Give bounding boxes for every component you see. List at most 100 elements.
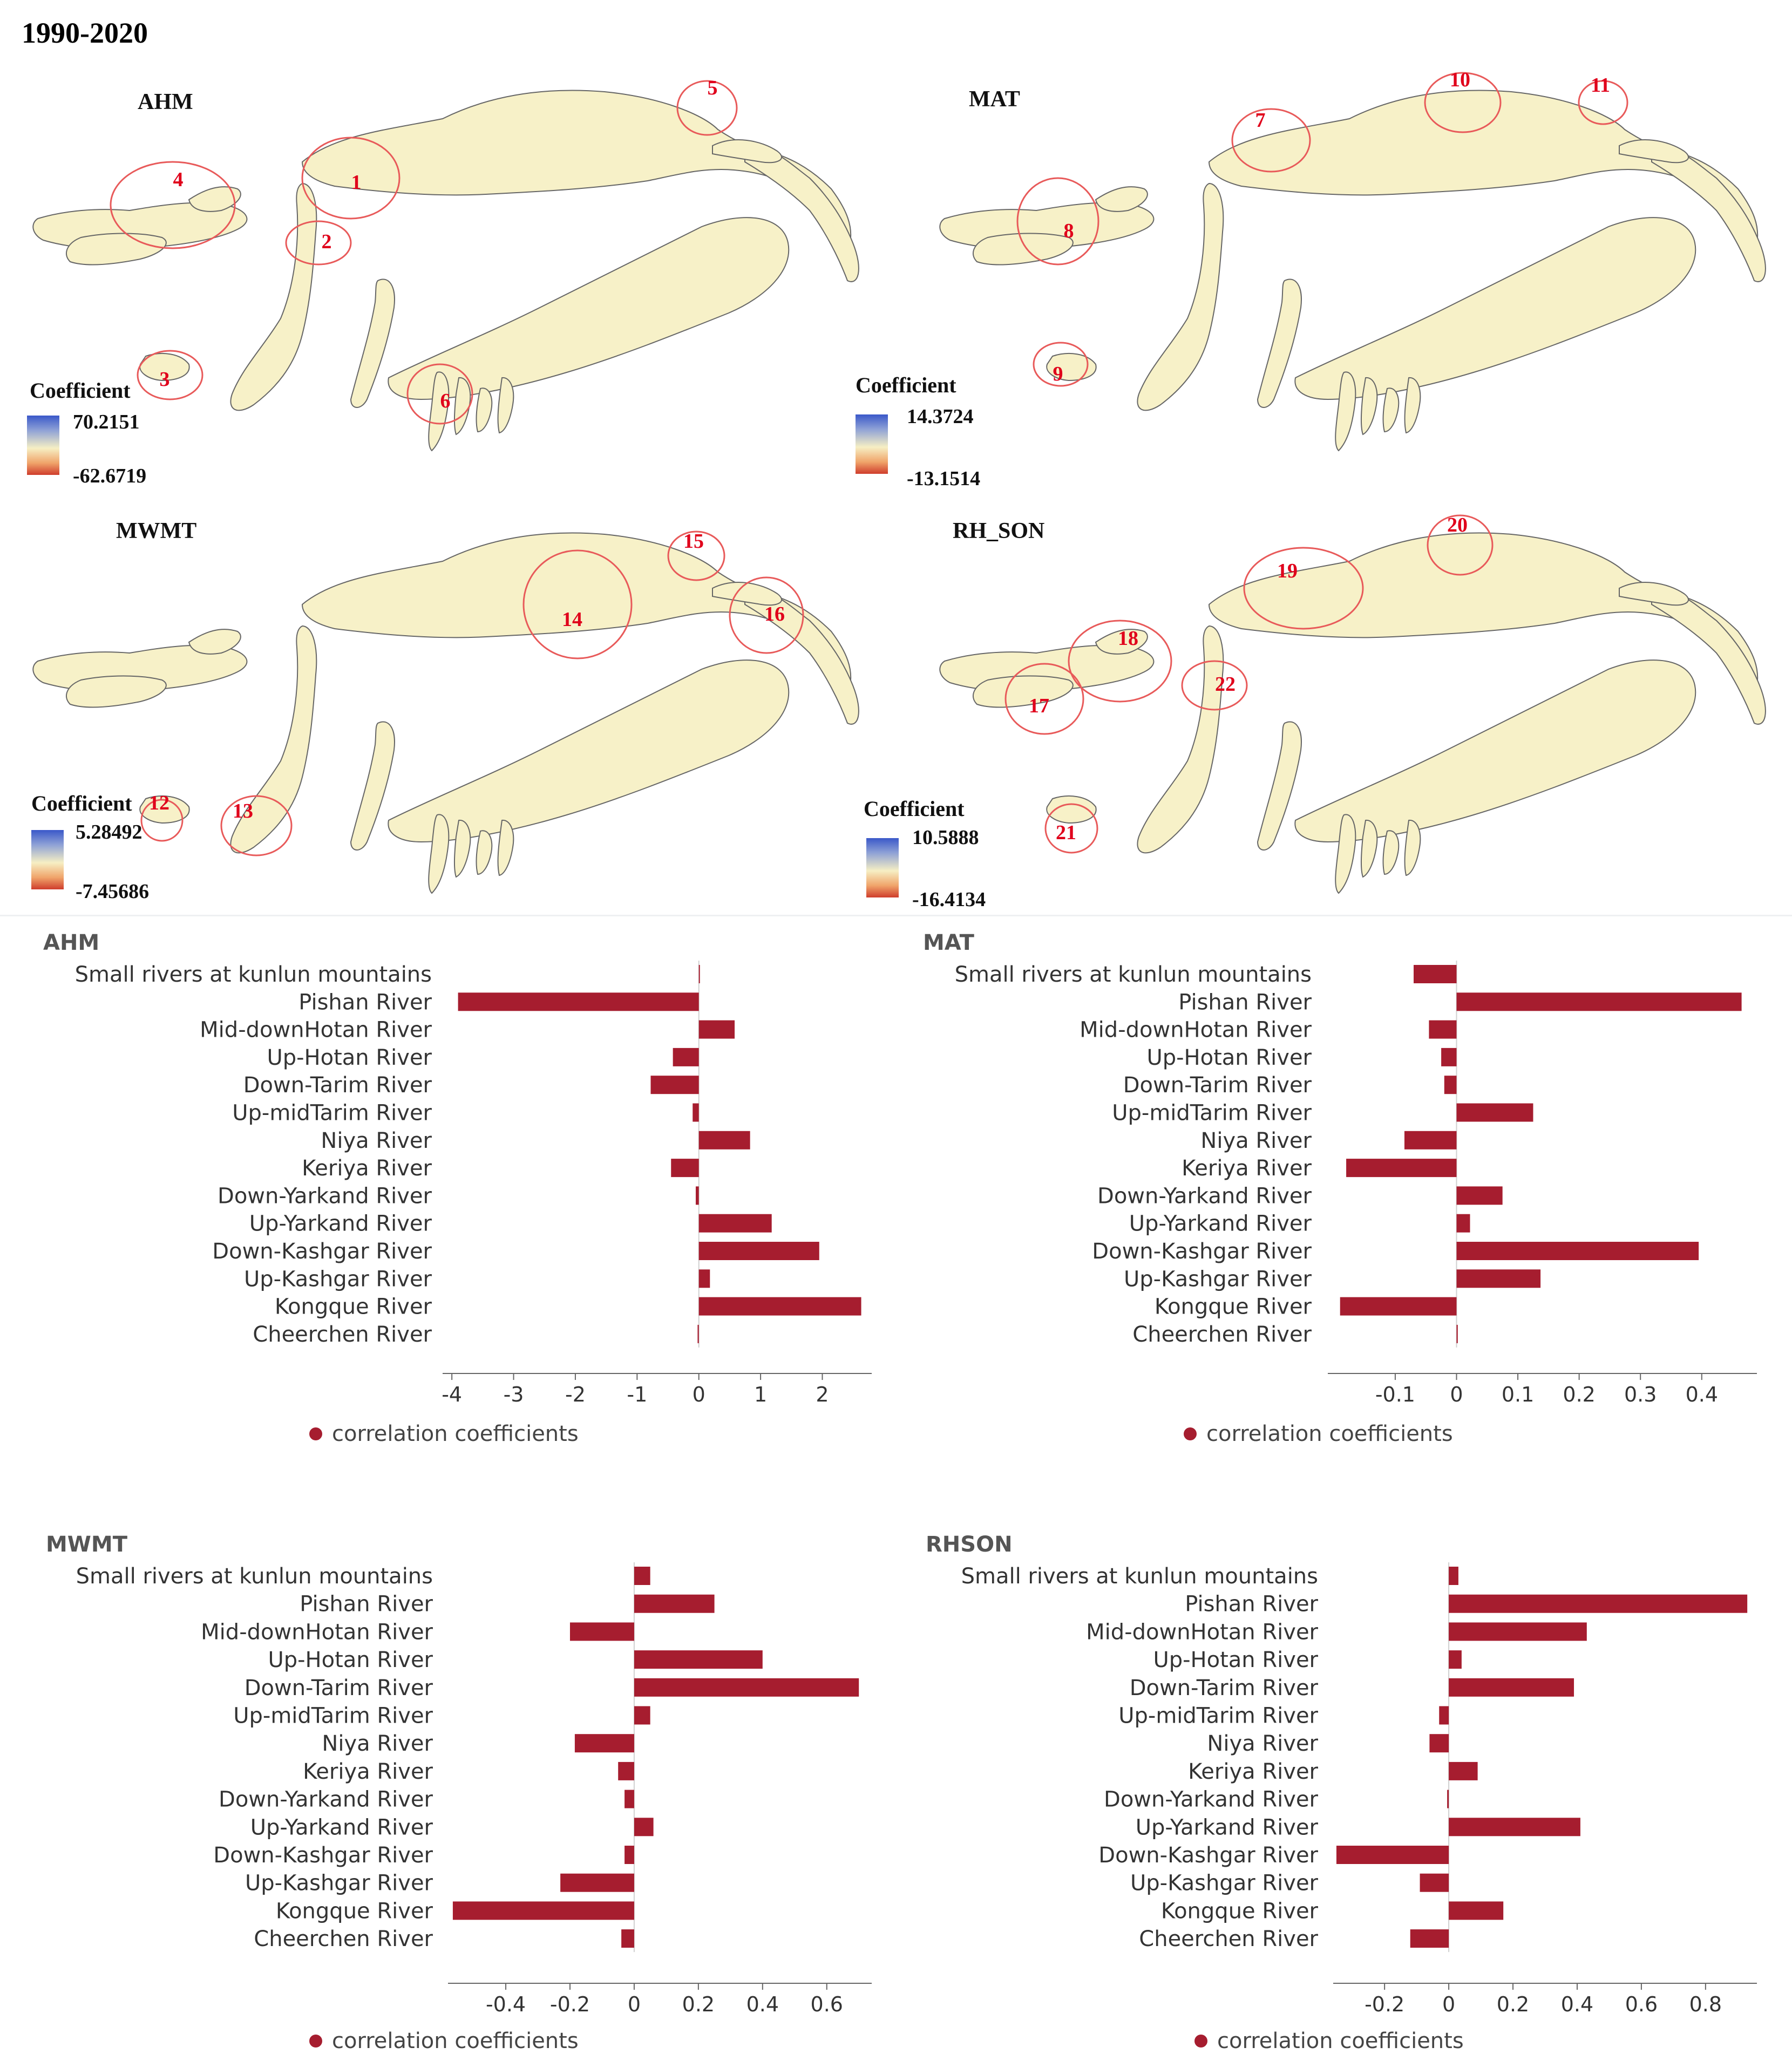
river-basin	[230, 625, 317, 854]
bar	[621, 1929, 634, 1948]
category-label: Kongque River	[1161, 1899, 1319, 1923]
map-title: AHM	[138, 90, 193, 114]
river-basin	[388, 659, 790, 843]
bar-chart-ahm: AHM Small rivers at kunlun mountains Pisha…	[43, 930, 872, 1446]
category-label: Pishan River	[300, 1592, 433, 1617]
bar	[1340, 1297, 1457, 1316]
x-tick-label: -1	[627, 1383, 647, 1406]
x-tick-label: -0.2	[550, 1992, 590, 2016]
legend-min: -16.4134	[912, 888, 986, 911]
bar	[634, 1818, 654, 1836]
river-basin	[453, 377, 471, 436]
river-basin	[1137, 182, 1224, 411]
legend-marker	[1194, 2035, 1207, 2048]
category-label: Mid-downHotan River	[1080, 1018, 1312, 1043]
color-ramp	[27, 416, 59, 475]
bar	[693, 1103, 699, 1122]
highlight-markers: 1 2 3 4 5 6	[110, 77, 738, 425]
bar	[1414, 965, 1457, 983]
x-tick-label: 0.3	[1624, 1383, 1657, 1406]
category-label: Down-Kashgar River	[212, 1239, 432, 1264]
marker-13: 13	[220, 795, 293, 856]
marker-22: 22	[1181, 660, 1248, 711]
category-label: Up-Hotan River	[268, 1648, 433, 1672]
category-label: Up-Yarkand River	[1136, 1815, 1319, 1840]
category-label: Up-midTarim River	[1118, 1704, 1318, 1729]
category-label: Mid-downHotan River	[1086, 1620, 1318, 1644]
legend-label: correlation coefficients	[1217, 2029, 1464, 2051]
chart-mwmt: MWMT Small rivers at kunlun mountains Pish…	[16, 1489, 891, 2053]
category-label: Cheerchen River	[1139, 1927, 1318, 1951]
bar	[452, 1901, 634, 1920]
bar	[634, 1594, 715, 1613]
marker-label: 11	[1591, 74, 1610, 97]
bar	[1404, 1131, 1457, 1149]
figure-title: 1990-2020	[22, 17, 148, 49]
river-basin	[350, 278, 395, 408]
bar	[1410, 1929, 1449, 1948]
x-tick-label: 1	[754, 1383, 767, 1406]
bar	[1449, 1650, 1462, 1669]
bar	[673, 1047, 699, 1066]
river-basin	[1257, 721, 1302, 851]
basin-outlines	[32, 90, 859, 452]
bar	[1346, 1159, 1457, 1178]
marker-label: 4	[173, 168, 184, 191]
category-label: Down-Yarkand River	[219, 1787, 433, 1812]
map-panel-mat: 7 8 9 10 11 MAT Coefficient 14.3724 -13.1514	[856, 54, 1792, 490]
bar	[1447, 1790, 1449, 1808]
bar	[698, 1131, 750, 1149]
bar-chart-rhson: RHSON Small rivers at kunlun mountains Pis…	[926, 1532, 1757, 2053]
category-label: Up-midTarim River	[1112, 1101, 1312, 1126]
legend-label: correlation coefficients	[332, 1421, 579, 1446]
x-tick-label: 2	[816, 1383, 829, 1406]
bar	[1449, 1901, 1504, 1920]
marker-10: 10	[1424, 69, 1502, 133]
marker-label: 12	[149, 792, 169, 814]
map-title: RH_SON	[953, 519, 1045, 543]
category-label: Niya River	[322, 1731, 433, 1756]
bar	[634, 1678, 859, 1697]
legend-marker	[309, 1427, 322, 1440]
bar	[1429, 1734, 1449, 1753]
legend-title: Coefficient	[31, 791, 132, 815]
marker-15: 15	[667, 530, 725, 581]
bar	[634, 1567, 650, 1585]
legend-max: 70.2151	[73, 411, 140, 433]
marker-19: 19	[1243, 547, 1364, 630]
bar	[1449, 1678, 1574, 1697]
x-tick-label: -0.4	[486, 1992, 526, 2016]
legend-title: Coefficient	[856, 373, 956, 397]
river-basin	[453, 819, 471, 878]
bar	[458, 992, 699, 1011]
category-label: Kongque River	[1155, 1295, 1312, 1319]
category-label: Keriya River	[302, 1156, 432, 1181]
x-tick-label: -0.1	[1375, 1383, 1415, 1406]
river-basin	[388, 217, 790, 400]
river-basin	[188, 186, 241, 212]
legend-marker	[309, 2035, 322, 2048]
bar	[697, 1324, 699, 1343]
marker-label: 9	[1053, 363, 1063, 385]
bar	[634, 1706, 650, 1725]
bar	[618, 1761, 634, 1780]
x-tick-label: -0.2	[1365, 1992, 1404, 2016]
x-tick-label: 0.4	[1561, 1992, 1593, 2016]
category-label: Up-Yarkand River	[1129, 1212, 1312, 1236]
bar	[1456, 1324, 1458, 1343]
x-tick-label: 0	[1442, 1992, 1455, 2016]
category-label: Up-midTarim River	[233, 1704, 433, 1729]
marker-8: 8	[1016, 177, 1099, 266]
bar	[650, 1076, 699, 1094]
chart-title: RHSON	[926, 1532, 1013, 1557]
river-basin	[1382, 830, 1400, 875]
category-label: Up-Yarkand River	[250, 1815, 433, 1840]
bar	[1456, 1214, 1470, 1233]
legend-label: correlation coefficients	[332, 2029, 579, 2051]
category-label: Up-Kashgar River	[244, 1267, 432, 1291]
x-tick-label: 0.6	[1625, 1992, 1658, 2016]
category-label: Down-Yarkand River	[218, 1183, 432, 1208]
map-panel-ahm: 1 2 3 4 5 6 AHM Coefficient 70.2151 -62.6719	[0, 54, 896, 487]
marker-label: 16	[764, 603, 785, 625]
x-tick-label: -4	[442, 1383, 462, 1406]
